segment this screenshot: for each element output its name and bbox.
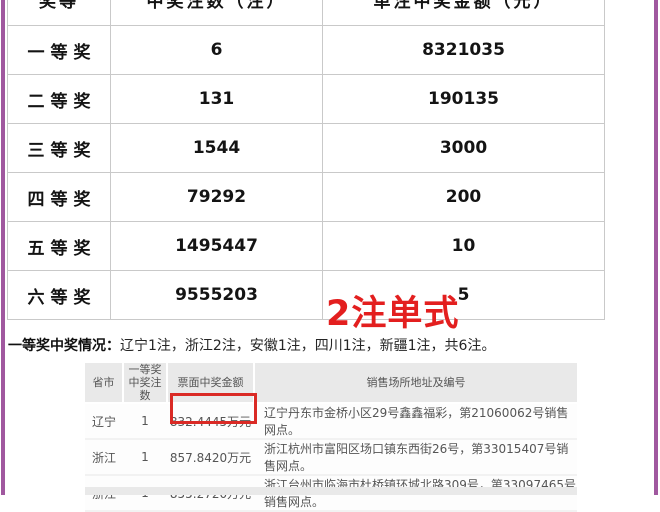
count-cell: 1544 (110, 123, 323, 173)
address-cell: 辽宁丹东市金桥小区29号鑫鑫福彩，第21060062号销售网点。 (254, 403, 577, 440)
header-tier: 奖等 (7, 0, 111, 26)
page-frame-right-border (654, 0, 658, 495)
tier-cell: 五等奖 (7, 221, 111, 271)
count-cell: 131 (110, 74, 323, 124)
tier-cell: 三等奖 (7, 123, 111, 173)
ticket-amount-cell: 857.8420万元 (167, 439, 254, 476)
header-amount: 单注中奖金额（元） (322, 0, 605, 26)
count-cell: 1495447 (110, 221, 323, 271)
summary-label: 一等奖中奖情况： (8, 338, 120, 354)
first-prize-summary: 一等奖中奖情况：辽宁1注，浙江2注，安徽1注，四川1注，新疆1注，共6注。 (8, 337, 648, 356)
table-row: 六等奖 9555203 5 (7, 270, 605, 320)
amount-cell: 8321035 (322, 25, 605, 75)
address-cell: 浙江杭州市富阳区场口镇东西街26号，第33015407号销售网点。 (254, 439, 577, 476)
header-sale-address: 销售场所地址及编号 (254, 363, 577, 404)
province-cell: 浙江 (85, 439, 123, 476)
tier-cell: 四等奖 (7, 172, 111, 222)
prize-table: 奖等 中奖注数（注） 单注中奖金额（元） 一等奖 6 8321035 二等奖 1… (7, 0, 605, 320)
count-cell: 79292 (110, 172, 323, 222)
header-ticket-amount: 票面中奖金额 (167, 363, 255, 404)
header-count-label: 中奖注数（注） (146, 0, 287, 12)
annotation-2zhu-danshi: 2注单式 (326, 294, 460, 334)
table-row: 浙江 1 857.8420万元 浙江杭州市富阳区场口镇东西街26号，第33015… (85, 439, 577, 476)
count-cell: 1 (123, 439, 167, 476)
tier-cell: 一等奖 (7, 25, 111, 75)
amount-cell: 3000 (322, 123, 605, 173)
amount-cell: 5 (322, 270, 605, 320)
header-province: 省市 (85, 363, 124, 404)
table-row: 五等奖 1495447 10 (7, 221, 605, 271)
page-frame-left-border (1, 0, 5, 495)
highlight-box-red (170, 393, 257, 424)
count-cell: 6 (110, 25, 323, 75)
winners-table-partial-row (85, 487, 577, 495)
summary-text: 辽宁1注，浙江2注，安徽1注，四川1注，新疆1注，共6注。 (120, 338, 496, 354)
table-row: 辽宁 1 832.4445万元 辽宁丹东市金桥小区29号鑫鑫福彩，第210600… (85, 403, 577, 440)
header-first-prize-count: 一等奖 中奖注数 (123, 363, 168, 404)
count-cell: 1 (123, 403, 167, 440)
header-tier-label: 奖等 (39, 0, 79, 12)
amount-cell: 190135 (322, 74, 605, 124)
header-count: 中奖注数（注） (110, 0, 323, 26)
header-amount-label: 单注中奖金额（元） (373, 0, 554, 12)
tier-cell: 二等奖 (7, 74, 111, 124)
amount-cell: 10 (322, 221, 605, 271)
table-row: 四等奖 79292 200 (7, 172, 605, 222)
count-cell: 9555203 (110, 270, 323, 320)
winners-header-row: 省市 一等奖 中奖注数 票面中奖金额 销售场所地址及编号 (85, 363, 577, 404)
province-cell: 辽宁 (85, 403, 123, 440)
tier-cell: 六等奖 (7, 270, 111, 320)
table-row: 一等奖 6 8321035 (7, 25, 605, 75)
table-row: 三等奖 1544 3000 (7, 123, 605, 173)
table-row: 二等奖 131 190135 (7, 74, 605, 124)
amount-cell: 200 (322, 172, 605, 222)
prize-table-header-row: 奖等 中奖注数（注） 单注中奖金额（元） (7, 0, 605, 26)
